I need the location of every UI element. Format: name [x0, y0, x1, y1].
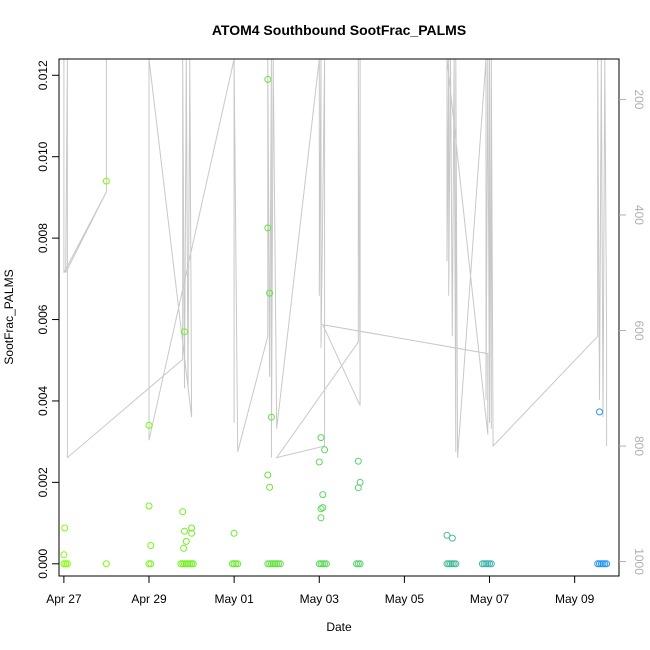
x-axis-label: Date: [326, 620, 352, 634]
data-point: [189, 560, 197, 568]
x-tick-label: Apr 27: [46, 592, 82, 606]
pressure-line: [62, 58, 608, 459]
y-right-tick-label: 600: [632, 320, 646, 340]
data-point: [317, 505, 325, 513]
data-point: [322, 560, 330, 568]
x-tick-label: May 07: [470, 592, 510, 606]
data-point: [276, 560, 284, 568]
data-point: [317, 514, 325, 522]
x-tick-label: May 09: [555, 592, 595, 606]
data-point: [319, 491, 327, 499]
data-point: [354, 457, 362, 465]
data-point: [356, 560, 364, 568]
scatter-points: [60, 75, 611, 568]
data-point: [264, 471, 272, 479]
data-point: [596, 408, 603, 416]
data-point: [603, 560, 611, 568]
y-tick-label: 0.006: [36, 304, 50, 334]
data-point: [266, 289, 274, 297]
data-point: [443, 531, 451, 539]
data-point: [264, 75, 272, 83]
data-point: [264, 224, 272, 232]
data-point: [354, 484, 362, 492]
plot-frame: [58, 58, 620, 577]
x-tick-label: Apr 29: [131, 592, 167, 606]
data-point: [188, 524, 196, 532]
data-point: [179, 508, 187, 516]
data-point: [321, 446, 329, 454]
data-point: [181, 527, 188, 535]
y-right-tick-label: 1000: [632, 548, 646, 575]
data-point: [177, 560, 185, 568]
data-point: [452, 560, 460, 568]
data-point: [317, 434, 325, 442]
data-point: [180, 544, 188, 552]
x-tick-label: May 05: [385, 592, 425, 606]
pressure-trace: [62, 58, 608, 459]
x-tick-label: May 03: [300, 592, 340, 606]
y-right-tick-label: 200: [632, 89, 646, 109]
y-right-tick-label: 800: [632, 436, 646, 456]
data-point: [147, 542, 155, 549]
data-point: [319, 504, 327, 512]
y-axis: 0.000 0.002 0.004 0.006 0.008 0.010 0.012: [36, 60, 59, 579]
data-point: [181, 328, 188, 336]
data-point: [60, 551, 68, 559]
data-point: [63, 560, 71, 568]
data-point: [147, 560, 155, 568]
data-point: [102, 560, 110, 568]
y-axis-label: SootFrac_PALMS: [2, 269, 16, 364]
data-point: [448, 534, 456, 542]
y-tick-label: 0.012: [36, 60, 50, 90]
data-point: [234, 560, 242, 568]
y-axis-right: 200 400 600 800 1000: [619, 89, 646, 575]
data-point: [487, 560, 495, 568]
x-tick-label: May 01: [214, 592, 254, 606]
data-point: [102, 177, 110, 185]
x-axis: Apr 27 Apr 29 May 01 May 03 May 05 May 07 May …: [46, 576, 595, 606]
y-tick-label: 0.002: [36, 467, 50, 497]
y-right-tick-label: 400: [632, 205, 646, 225]
y-tick-label: 0.004: [36, 386, 50, 416]
y-tick-label: 0.008: [36, 223, 50, 253]
data-point: [266, 483, 274, 491]
data-point: [267, 413, 275, 421]
data-point: [182, 537, 190, 545]
chart-title: ATOM4 Southbound SootFrac_PALMS: [212, 22, 466, 38]
y-tick-label: 0.000: [36, 548, 50, 578]
data-point: [61, 524, 69, 532]
data-point: [145, 421, 153, 429]
data-point: [188, 529, 196, 537]
data-point: [230, 529, 238, 537]
y-tick-label: 0.010: [36, 141, 50, 171]
data-point: [145, 502, 153, 510]
data-point: [315, 458, 323, 466]
